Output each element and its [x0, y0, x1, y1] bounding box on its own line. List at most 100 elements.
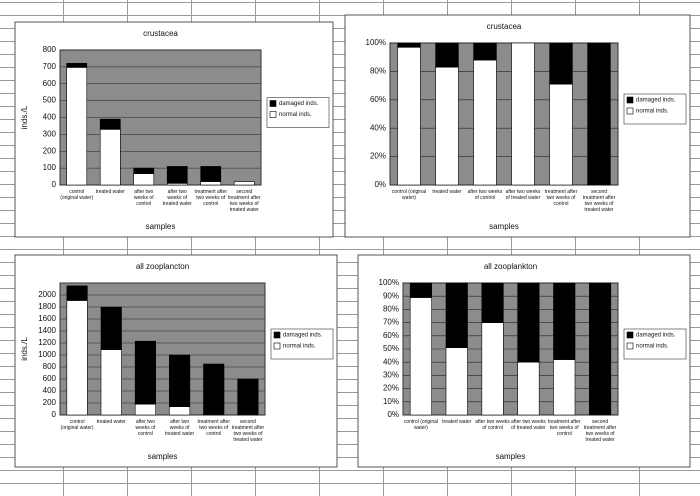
bar-segment [134, 340, 156, 405]
y-tick-label: 600 [43, 79, 57, 88]
x-tick-label: treated water [432, 189, 462, 195]
legend-box [270, 328, 334, 360]
bar-segment [100, 349, 122, 416]
bar-segment [169, 354, 191, 407]
bar-segment [99, 129, 121, 186]
y-tick-label: 60% [370, 95, 386, 104]
bar-segment [409, 297, 432, 416]
y-tick-label: 100 [43, 163, 57, 172]
y-tick-label: 1600 [38, 314, 56, 323]
x-tick-label: second treatment after two weeks of trea… [231, 419, 265, 443]
legend-label: damaged inds. [636, 333, 676, 339]
bar-segment [473, 42, 497, 61]
x-tick-label: after two weeks of treated water [511, 419, 546, 431]
bar-segment [66, 67, 88, 186]
x-tick-label: treatment after two weeks of control [197, 419, 230, 437]
legend-label: damaged inds. [279, 101, 319, 107]
bar-segment [549, 42, 573, 85]
y-tick-label: 80% [370, 67, 386, 76]
y-tick-label: 200 [43, 146, 57, 155]
x-axis-label: samples [148, 452, 178, 461]
y-tick-label: 20% [383, 384, 399, 393]
y-tick-label: 300 [43, 129, 57, 138]
bar-segment [169, 406, 191, 416]
bar-segment [166, 166, 188, 184]
y-tick-label: 1200 [38, 338, 56, 347]
x-tick-label: after two weeks of control [475, 419, 510, 431]
bar-segment [553, 282, 576, 360]
chart-title: all zooplancton [136, 262, 189, 271]
x-tick-label: control (original water) [391, 189, 427, 201]
bar-segment [409, 282, 432, 298]
legend-swatch [626, 107, 634, 115]
x-tick-label: second treatment after two weeks of trea… [227, 189, 261, 213]
legend-label: damaged inds. [283, 333, 323, 339]
bar-segment [435, 42, 459, 68]
x-tick-label: second treatment after two weeks of trea… [583, 419, 617, 443]
bar-segment [66, 285, 88, 301]
bar-segment [200, 181, 222, 186]
legend-swatch [273, 342, 281, 350]
x-tick-label: after two weeks of control [467, 189, 503, 201]
bar-segment [549, 83, 573, 186]
legend-swatch [269, 100, 277, 107]
y-tick-label: 0% [387, 410, 399, 419]
legend-label: normal inds. [283, 344, 316, 350]
legend-label: damaged inds. [636, 98, 676, 104]
y-tick-label: 60% [383, 331, 399, 340]
y-tick-label: 0 [52, 180, 57, 189]
y-tick-label: 0 [52, 410, 57, 419]
legend-label: normal inds. [636, 109, 669, 115]
bar-segment [133, 173, 155, 186]
y-tick-label: 600 [43, 374, 57, 383]
legend-swatch [269, 111, 277, 118]
x-tick-label: control (original water) [60, 189, 94, 201]
legend-label: normal inds. [636, 344, 669, 350]
plot-area [59, 282, 266, 416]
y-tick-label: 1000 [38, 350, 56, 359]
x-axis-label: samples [489, 222, 519, 231]
chart-title: all zooplankton [484, 262, 537, 271]
x-tick-label: after two weeks of treated water [164, 419, 195, 437]
x-tick-label: treated water [95, 189, 125, 195]
legend-swatch [273, 331, 281, 339]
y-tick-label: 2000 [38, 290, 56, 299]
bar-segment [517, 282, 540, 363]
legend-swatch [626, 342, 634, 350]
x-tick-label: second treatment after two weeks of trea… [582, 189, 616, 213]
x-tick-label: treatment after two weeks of control [544, 189, 578, 207]
bar-segment [133, 167, 155, 174]
bar-segment [134, 403, 156, 416]
bar-segment [473, 59, 497, 186]
y-tick-label: 700 [43, 62, 57, 71]
x-tick-label: treated water [442, 419, 472, 425]
bar-segment [237, 378, 259, 416]
bar-segment [481, 282, 504, 323]
x-tick-label: treatment after two weeks of control [547, 419, 581, 437]
bar-segment [99, 118, 121, 130]
bar-segment [435, 66, 459, 186]
y-tick-label: 50% [383, 344, 399, 353]
bar-segment [397, 46, 421, 186]
y-tick-label: 800 [43, 45, 57, 54]
x-tick-label: after two weeks of control [135, 419, 156, 437]
legend-box [623, 328, 687, 360]
y-tick-label: 100% [366, 38, 386, 47]
x-tick-label: after two weeks of control [133, 189, 154, 207]
legend-swatch [626, 96, 634, 104]
y-tick-label: 40% [383, 357, 399, 366]
x-tick-label: after two weeks of treated water [162, 189, 192, 207]
plot-area [389, 42, 619, 186]
bar-segment [200, 166, 222, 182]
y-tick-label: 1800 [38, 302, 56, 311]
legend-box [266, 97, 330, 128]
y-tick-label: 800 [43, 362, 57, 371]
x-tick-label: control (original water) [60, 419, 94, 431]
bar-segment [511, 42, 535, 186]
y-tick-label: 10% [383, 397, 399, 406]
y-tick-label: 0% [374, 180, 386, 189]
x-tick-label: control (original water) [403, 419, 438, 431]
bar-segment [100, 306, 122, 350]
